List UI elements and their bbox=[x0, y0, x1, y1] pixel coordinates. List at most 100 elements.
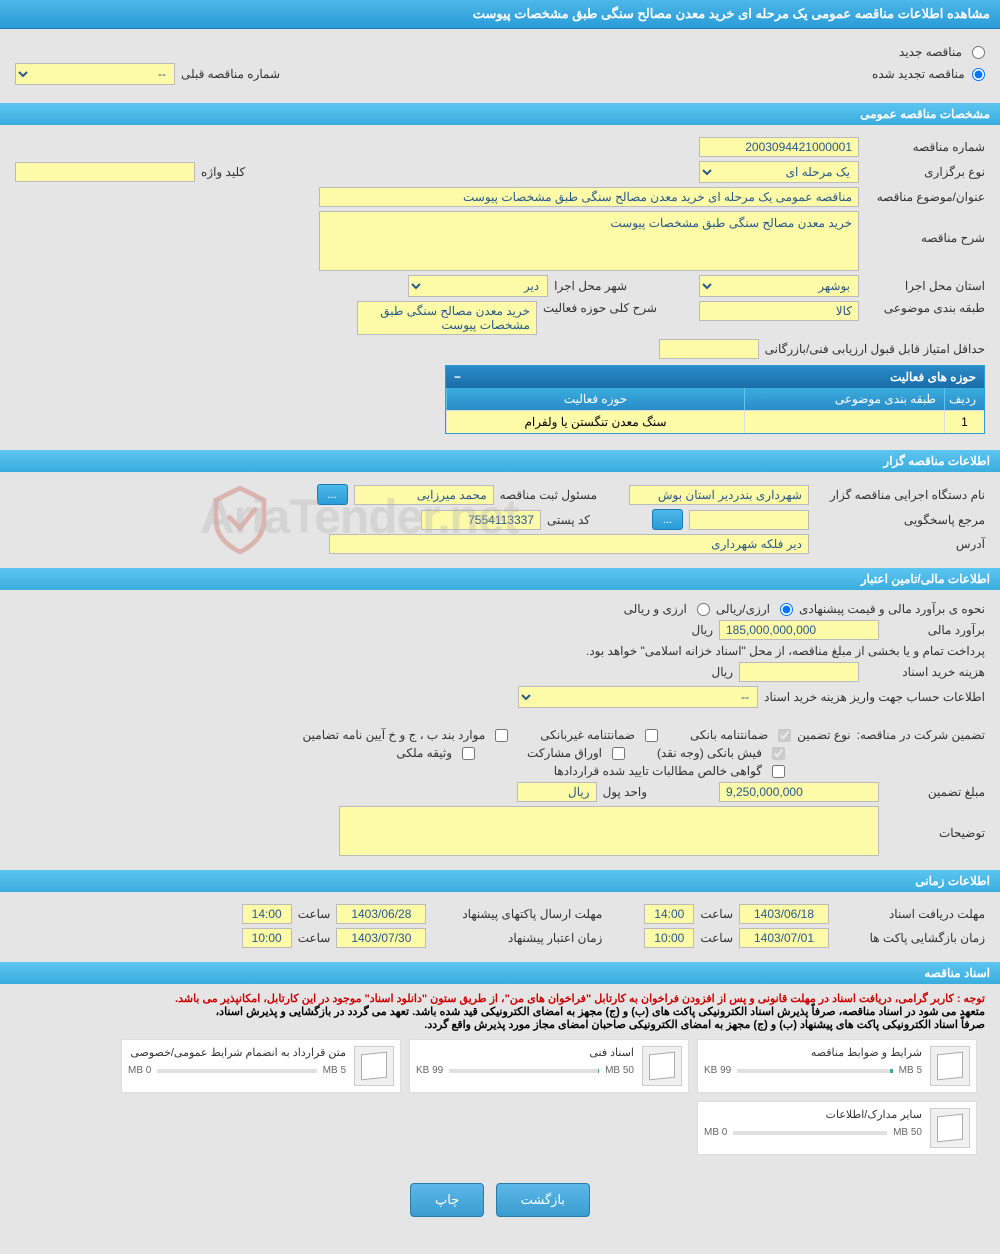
responder-lookup-button[interactable]: ... bbox=[652, 509, 683, 530]
label-guarantee-amount: مبلغ تضمین bbox=[885, 785, 985, 799]
label-nonbank-guarantee: ضمانتنامه غیربانکی bbox=[540, 728, 635, 742]
field-address: دیر فلکه شهرداری bbox=[329, 534, 809, 554]
field-exec: شهرداری بندردیر استان بوش bbox=[629, 485, 809, 505]
label-property: وثیقه ملکی bbox=[396, 746, 452, 760]
doc-used: 0 MB bbox=[704, 1127, 727, 1138]
field-proposal-send-time: 14:00 bbox=[242, 904, 292, 924]
field-currency-unit: ریال bbox=[517, 782, 597, 802]
doc-card[interactable]: اسناد فنی50 MB99 KB bbox=[409, 1039, 689, 1093]
cell-idx: 1 bbox=[944, 411, 984, 433]
label-tender-title: عنوان/موضوع مناقصه bbox=[865, 190, 985, 204]
chk-property[interactable] bbox=[462, 747, 475, 760]
radio-new-tender[interactable] bbox=[972, 46, 985, 59]
label-registrant: مسئول ثبت مناقصه bbox=[500, 488, 597, 502]
print-button[interactable]: چاپ bbox=[410, 1183, 484, 1217]
chk-bank-receipt[interactable] bbox=[772, 747, 785, 760]
activity-table: حوزه های فعالیت − ردیف طبقه بندی موضوعی … bbox=[445, 365, 985, 434]
chk-certificate[interactable] bbox=[772, 765, 785, 778]
select-province[interactable]: بوشهر bbox=[699, 275, 859, 297]
label-min-score: حداقل امتیاز قابل قبول ارزیابی فنی/بازرگ… bbox=[765, 342, 985, 356]
chk-bank-guarantee[interactable] bbox=[778, 729, 791, 742]
input-min-score[interactable] bbox=[659, 339, 759, 359]
label-responder: مرجع پاسخگویی bbox=[815, 513, 985, 527]
field-postal: 7554113337 bbox=[421, 510, 541, 530]
notice-red: توجه : کاربر گرامی، دریافت اسناد در مهلت… bbox=[15, 992, 985, 1005]
label-keyword: کلید واژه bbox=[201, 165, 245, 179]
notice-black-2: صرفاً اسناد الکترونیکی پاکت های پیشنهاد … bbox=[15, 1018, 985, 1031]
field-category: کالا bbox=[699, 301, 859, 321]
label-new-tender: مناقصه جدید bbox=[899, 45, 962, 59]
radio-currency-rial[interactable] bbox=[780, 603, 793, 616]
activity-table-title: حوزه های فعالیت bbox=[890, 370, 976, 384]
field-estimate: 185,000,000,000 bbox=[719, 620, 879, 640]
section-timing: اطلاعات زمانی bbox=[0, 870, 1000, 892]
field-proposal-validity-date: 1403/07/30 bbox=[336, 928, 426, 948]
page-title: مشاهده اطلاعات مناقصه عمومی یک مرحله ای … bbox=[0, 0, 1000, 29]
label-time-1: ساعت bbox=[700, 907, 733, 921]
col-category: طبقه بندی موضوعی bbox=[744, 388, 944, 410]
select-prev-number[interactable]: -- bbox=[15, 63, 175, 85]
field-proposal-send-date: 1403/06/28 bbox=[336, 904, 426, 924]
label-time-4: ساعت bbox=[298, 931, 331, 945]
doc-card[interactable]: متن قرارداد به انضمام شرایط عمومی/خصوصی 5… bbox=[121, 1039, 401, 1093]
select-city[interactable]: دیر bbox=[408, 275, 548, 297]
select-account-info[interactable]: -- bbox=[518, 686, 758, 708]
doc-max: 5 MB bbox=[899, 1065, 922, 1076]
unit-rial-1: ریال bbox=[691, 623, 713, 637]
label-province: استان محل اجرا bbox=[865, 279, 985, 293]
label-currency-both: ارزی و ریالی bbox=[624, 602, 687, 616]
chk-nonbank-guarantee[interactable] bbox=[645, 729, 658, 742]
section-financial: اطلاعات مالی/تامین اعتبار bbox=[0, 568, 1000, 590]
doc-card[interactable]: سایر مدارک/اطلاعات50 MB0 MB bbox=[697, 1101, 977, 1155]
label-estimate: برآورد مالی bbox=[885, 623, 985, 637]
label-activity-scope: شرح کلی حوزه فعالیت bbox=[543, 301, 657, 315]
table-row: 1 سنگ معدن تنگستن یا ولفرام bbox=[446, 410, 984, 433]
radio-renewed-tender[interactable] bbox=[972, 68, 985, 81]
label-category: طبقه بندی موضوعی bbox=[865, 301, 985, 315]
section-organizer: اطلاعات مناقصه گزار bbox=[0, 450, 1000, 472]
label-time-3: ساعت bbox=[700, 931, 733, 945]
label-guarantee-type: نوع تضمین bbox=[797, 728, 850, 742]
doc-max: 50 MB bbox=[893, 1127, 922, 1138]
chk-bonds[interactable] bbox=[612, 747, 625, 760]
folder-icon bbox=[354, 1046, 394, 1086]
more-registrant-button[interactable]: ... bbox=[317, 484, 348, 505]
chk-bylaw[interactable] bbox=[495, 729, 508, 742]
doc-title: شرایط و ضوابط مناقصه bbox=[704, 1046, 922, 1059]
field-notes bbox=[339, 806, 879, 856]
label-holding-type: نوع برگزاری bbox=[865, 165, 985, 179]
label-bank-receipt: فیش بانکی (وجه نقد) bbox=[657, 746, 762, 760]
back-button[interactable]: بازگشت bbox=[496, 1183, 590, 1217]
label-time-2: ساعت bbox=[298, 907, 331, 921]
field-tender-number: 2003094421000001 bbox=[699, 137, 859, 157]
field-doc-receive-time: 14:00 bbox=[644, 904, 694, 924]
label-bonds: اوراق مشارکت bbox=[527, 746, 602, 760]
docs-grid: شرایط و ضوابط مناقصه5 MB99 KBاسناد فنی50… bbox=[15, 1031, 985, 1163]
field-proposal-validity-time: 10:00 bbox=[242, 928, 292, 948]
radio-currency-both[interactable] bbox=[697, 603, 710, 616]
doc-max: 5 MB bbox=[323, 1065, 346, 1076]
field-envelope-open-time: 10:00 bbox=[644, 928, 694, 948]
label-renewed-tender: مناقصه تجدید شده bbox=[872, 67, 965, 81]
label-tender-desc: شرح مناقصه bbox=[865, 211, 985, 245]
doc-card[interactable]: شرایط و ضوابط مناقصه5 MB99 KB bbox=[697, 1039, 977, 1093]
minimize-icon[interactable]: − bbox=[454, 370, 461, 384]
label-guarantee: تضمین شرکت در مناقصه: bbox=[857, 728, 985, 742]
label-envelope-open: زمان بازگشایی پاکت ها bbox=[835, 931, 985, 945]
label-bank-guarantee: ضمانتنامه بانکی bbox=[690, 728, 768, 742]
label-exec: نام دستگاه اجرایی مناقصه گزار bbox=[815, 488, 985, 502]
tender-type-group: مناقصه جدید مناقصه تجدید شده شماره مناقص… bbox=[15, 37, 985, 93]
field-envelope-open-date: 1403/07/01 bbox=[739, 928, 829, 948]
field-guarantee-amount: 9,250,000,000 bbox=[719, 782, 879, 802]
field-activity-scope: خرید معدن مصالح سنگی طبق مشخصات پیوست bbox=[357, 301, 537, 335]
label-currency-unit: واحد پول bbox=[603, 785, 647, 799]
label-postal: کد پستی bbox=[547, 513, 590, 527]
label-tender-number: شماره مناقصه bbox=[865, 140, 985, 154]
doc-title: متن قرارداد به انضمام شرایط عمومی/خصوصی bbox=[128, 1046, 346, 1059]
select-holding-type[interactable]: یک مرحله ای bbox=[699, 161, 859, 183]
label-doc-receive: مهلت دریافت اسناد bbox=[835, 907, 985, 921]
payment-note: پرداخت تمام و یا بخشی از مبلغ مناقصه، از… bbox=[586, 644, 985, 658]
field-doc-receive-date: 1403/06/18 bbox=[739, 904, 829, 924]
input-doc-cost[interactable] bbox=[739, 662, 859, 682]
input-keyword[interactable] bbox=[15, 162, 195, 182]
